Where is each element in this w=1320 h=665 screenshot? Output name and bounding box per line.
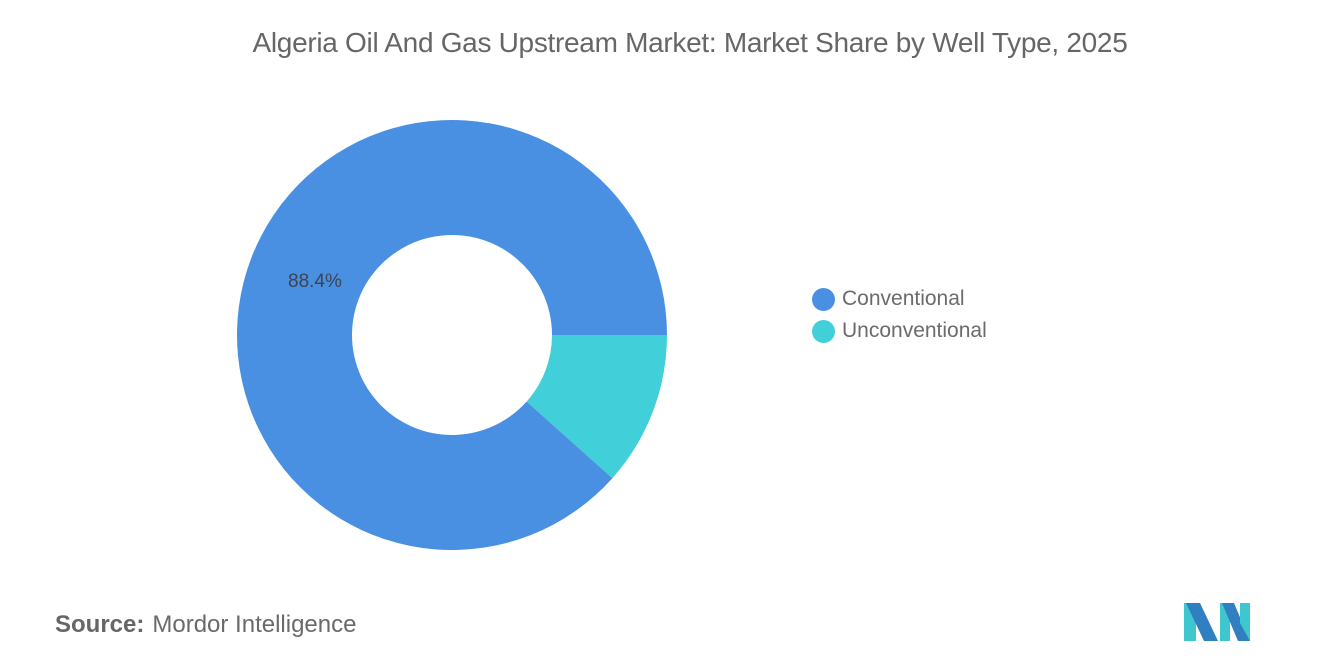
donut-slice-conventional[interactable]	[236, 119, 667, 550]
source-note: Source: Mordor Intelligence	[55, 611, 356, 639]
legend-swatch-conventional	[812, 287, 835, 311]
legend-swatch-unconventional	[812, 319, 835, 343]
chart-title: Algeria Oil And Gas Upstream Market: Mar…	[252, 27, 1128, 58]
source-label: Source:	[55, 611, 145, 638]
legend: Conventional Unconventional	[812, 283, 987, 347]
slice-label-conventional: 88.4%	[288, 271, 342, 292]
donut-slices	[236, 119, 667, 550]
legend-label: Conventional	[842, 287, 965, 310]
legend-item-conventional[interactable]: Conventional	[812, 283, 987, 315]
legend-item-unconventional[interactable]: Unconventional	[812, 315, 987, 347]
source-value: Mordor Intelligence	[152, 611, 357, 638]
donut-slice-unconventional[interactable]	[526, 335, 667, 479]
mordor-intelligence-logo-icon	[1184, 603, 1250, 641]
legend-label: Unconventional	[842, 319, 987, 342]
